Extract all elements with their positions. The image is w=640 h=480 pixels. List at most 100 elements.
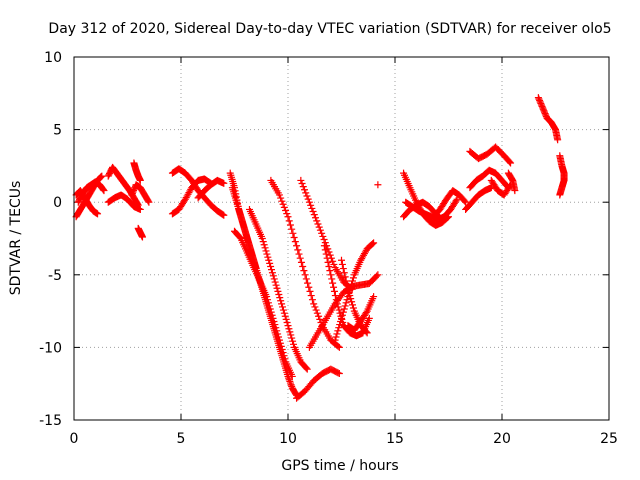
data-point bbox=[287, 331, 295, 339]
data-point bbox=[362, 328, 370, 336]
data-point bbox=[343, 296, 351, 304]
data-point bbox=[362, 309, 370, 317]
data-point bbox=[272, 324, 280, 332]
data-point bbox=[285, 376, 293, 384]
y-tick-label: 5 bbox=[53, 123, 62, 139]
data-point bbox=[556, 191, 564, 199]
data-point bbox=[301, 271, 309, 279]
data-point bbox=[136, 176, 144, 184]
series-arc-7 bbox=[130, 159, 144, 184]
data-point bbox=[314, 220, 322, 228]
data-point bbox=[290, 233, 298, 241]
chart-title: Day 312 of 2020, Sidereal Day-to-day VTE… bbox=[48, 21, 611, 37]
data-point bbox=[321, 239, 329, 247]
data-point bbox=[316, 226, 324, 234]
data-point bbox=[299, 183, 307, 191]
series-arc-31 bbox=[466, 143, 515, 167]
series-arc-24 bbox=[374, 181, 382, 189]
data-point bbox=[341, 302, 349, 310]
data-point bbox=[278, 303, 286, 311]
data-point bbox=[269, 314, 277, 322]
data-point bbox=[281, 355, 289, 363]
data-point bbox=[288, 334, 296, 342]
data-point bbox=[278, 300, 286, 308]
data-point bbox=[266, 259, 274, 267]
data-point bbox=[264, 299, 272, 307]
data-point bbox=[338, 314, 345, 322]
data-point bbox=[300, 267, 308, 275]
data-point bbox=[282, 315, 290, 323]
data-point bbox=[280, 309, 288, 317]
data-point bbox=[279, 349, 287, 357]
data-point bbox=[264, 253, 272, 261]
data-point bbox=[330, 260, 338, 268]
data-point bbox=[319, 232, 327, 240]
data-point bbox=[344, 285, 352, 293]
data-point bbox=[330, 283, 338, 291]
data-point bbox=[343, 281, 351, 289]
data-point bbox=[305, 283, 313, 291]
data-point bbox=[332, 296, 340, 304]
data-point bbox=[335, 343, 343, 351]
data-point bbox=[369, 240, 377, 248]
data-point bbox=[286, 377, 294, 385]
data-point bbox=[312, 214, 320, 222]
data-point bbox=[284, 322, 292, 330]
series-arc-16 bbox=[267, 176, 343, 351]
data-point bbox=[349, 301, 357, 309]
data-point bbox=[338, 256, 345, 264]
data-point bbox=[342, 277, 350, 285]
data-point bbox=[363, 329, 371, 337]
y-tick-labels: -15 -10 -5 0 5 10 bbox=[39, 50, 62, 429]
data-point bbox=[281, 312, 289, 320]
data-point bbox=[322, 250, 330, 258]
data-point bbox=[340, 269, 348, 277]
data-point bbox=[274, 330, 282, 338]
y-tick-label: -15 bbox=[39, 413, 62, 429]
data-point bbox=[338, 311, 346, 319]
data-point bbox=[337, 317, 345, 325]
data-point bbox=[462, 198, 470, 206]
series-arc-33 bbox=[504, 169, 519, 195]
data-point bbox=[99, 185, 107, 193]
data-point bbox=[302, 364, 310, 372]
data-point bbox=[349, 274, 357, 282]
data-point bbox=[332, 333, 340, 341]
data-point bbox=[267, 266, 275, 274]
data-point bbox=[302, 275, 310, 283]
data-point bbox=[274, 287, 282, 295]
data-point bbox=[276, 339, 284, 347]
y-tick-label: -10 bbox=[39, 340, 62, 356]
data-point bbox=[334, 303, 342, 311]
data-point bbox=[452, 197, 460, 205]
data-point bbox=[331, 336, 339, 344]
data-point bbox=[291, 238, 299, 246]
data-point bbox=[267, 263, 275, 271]
data-point bbox=[219, 211, 227, 219]
data-point bbox=[348, 298, 356, 306]
data-point bbox=[324, 258, 332, 266]
data-point bbox=[270, 317, 278, 325]
data-point bbox=[296, 254, 304, 262]
plot-frame bbox=[73, 56, 610, 421]
series-arc-28 bbox=[430, 187, 470, 221]
data-point bbox=[267, 308, 275, 316]
data-point bbox=[262, 247, 270, 255]
series-arc-29 bbox=[462, 184, 495, 213]
data-point bbox=[268, 311, 276, 319]
data-point bbox=[279, 200, 287, 208]
data-point bbox=[97, 173, 105, 181]
series-arc-5 bbox=[104, 191, 144, 213]
data-point bbox=[266, 305, 274, 313]
data-point bbox=[265, 256, 273, 264]
data-point bbox=[339, 265, 347, 273]
data-point bbox=[261, 244, 269, 252]
series-arc-21 bbox=[331, 239, 378, 344]
data-point bbox=[295, 250, 303, 258]
data-point bbox=[275, 336, 283, 344]
data-point bbox=[220, 211, 228, 219]
data-point bbox=[264, 296, 272, 304]
data-point bbox=[288, 372, 296, 380]
data-point bbox=[277, 342, 285, 350]
